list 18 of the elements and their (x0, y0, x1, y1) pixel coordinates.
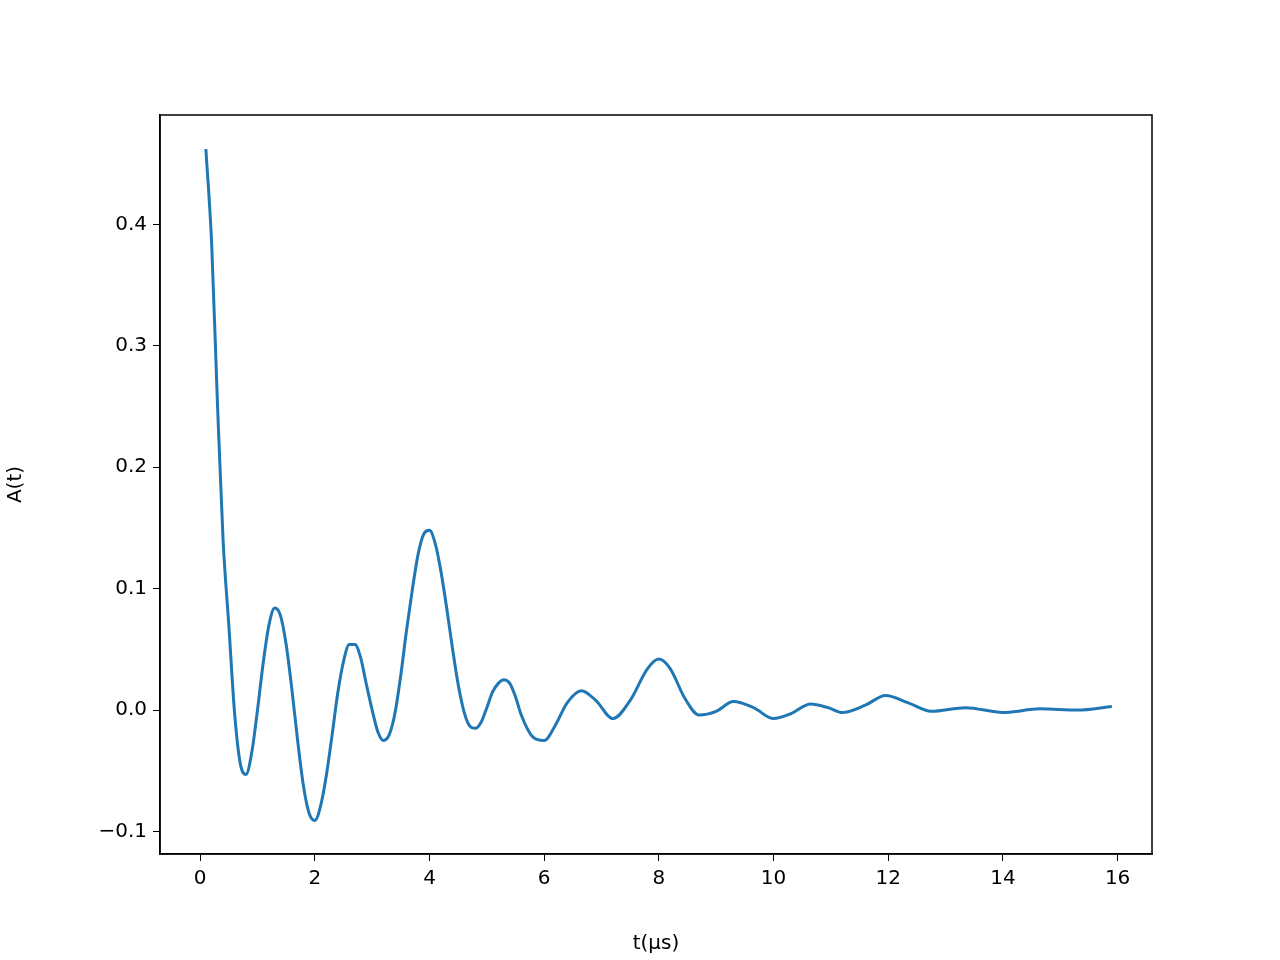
y-axis-title: A(t) (2, 465, 27, 504)
x-axis-title: t(μs) (632, 930, 680, 955)
x-tick-label: 6 (537, 865, 551, 890)
y-tick-label: 0.1 (115, 574, 147, 599)
x-tick-label: 8 (652, 865, 666, 890)
y-tick-label: 0.4 (115, 210, 147, 235)
x-tick-label: 4 (423, 865, 436, 890)
y-tick-label: 0.2 (115, 453, 147, 478)
line-series (204, 147, 1114, 823)
y-tick-label: 0.3 (115, 331, 147, 356)
y-tick-label: −0.1 (98, 817, 147, 842)
x-tick-label: 10 (760, 865, 787, 890)
x-tick-label: 0 (193, 865, 207, 890)
x-tick-label: 12 (875, 865, 901, 890)
x-tick-label: 2 (308, 865, 322, 890)
x-tick-label: 14 (990, 865, 1016, 890)
x-tick-label: 16 (1104, 865, 1131, 890)
y-tick-label: 0.0 (115, 696, 147, 721)
